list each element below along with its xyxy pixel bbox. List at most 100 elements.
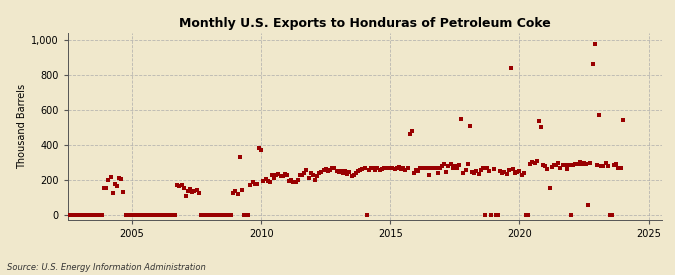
Point	[69, 213, 80, 217]
Point	[53, 213, 64, 217]
Point	[450, 164, 460, 168]
Point	[64, 213, 75, 217]
Point	[193, 191, 204, 195]
Point	[428, 165, 439, 170]
Point	[62, 213, 73, 217]
Point	[60, 213, 71, 217]
Point	[258, 178, 269, 183]
Point	[557, 163, 568, 167]
Point	[99, 186, 109, 190]
Point	[516, 173, 527, 178]
Point	[286, 178, 297, 182]
Point	[480, 213, 491, 217]
Point	[348, 172, 359, 177]
Point	[294, 172, 305, 177]
Point	[124, 213, 135, 217]
Point	[594, 113, 605, 117]
Point	[441, 170, 452, 174]
Point	[598, 164, 609, 168]
Point	[615, 165, 626, 170]
Point	[490, 213, 501, 217]
Point	[260, 177, 271, 181]
Point	[236, 188, 247, 192]
Point	[400, 168, 411, 172]
Point	[325, 168, 335, 172]
Point	[370, 168, 381, 172]
Point	[316, 170, 327, 174]
Point	[305, 170, 316, 175]
Point	[404, 132, 415, 137]
Point	[508, 167, 518, 172]
Point	[230, 189, 241, 193]
Point	[223, 213, 234, 217]
Point	[51, 194, 62, 198]
Point	[161, 213, 172, 217]
Point	[273, 172, 284, 176]
Point	[163, 213, 174, 217]
Point	[570, 162, 580, 166]
Point	[540, 164, 551, 168]
Point	[555, 165, 566, 170]
Point	[249, 182, 260, 186]
Point	[452, 165, 462, 170]
Point	[323, 169, 333, 173]
Point	[187, 190, 198, 194]
Point	[486, 213, 497, 217]
Point	[267, 173, 277, 178]
Point	[533, 119, 544, 123]
Point	[140, 213, 151, 217]
Point	[219, 213, 230, 217]
Point	[435, 166, 446, 171]
Point	[512, 170, 522, 174]
Point	[167, 213, 178, 217]
Point	[529, 161, 540, 165]
Point	[466, 170, 477, 174]
Point	[335, 169, 346, 173]
Point	[198, 213, 209, 217]
Point	[363, 168, 374, 172]
Point	[551, 163, 562, 167]
Point	[432, 170, 443, 175]
Point	[580, 162, 591, 166]
Point	[215, 213, 225, 217]
Point	[103, 178, 114, 183]
Point	[97, 213, 107, 217]
Point	[506, 66, 516, 70]
Point	[609, 163, 620, 167]
Point	[263, 178, 273, 183]
Text: Source: U.S. Energy Information Administration: Source: U.S. Energy Information Administ…	[7, 263, 205, 272]
Point	[180, 193, 191, 198]
Point	[111, 184, 122, 188]
Point	[501, 172, 512, 176]
Point	[387, 166, 398, 171]
Point	[568, 163, 578, 167]
Point	[310, 178, 321, 182]
Point	[495, 169, 506, 173]
Point	[413, 169, 424, 173]
Point	[357, 167, 368, 172]
Point	[448, 165, 458, 170]
Point	[531, 158, 542, 163]
Point	[241, 213, 252, 217]
Point	[277, 174, 288, 178]
Point	[331, 169, 342, 173]
Point	[574, 160, 585, 164]
Point	[411, 168, 422, 172]
Point	[221, 213, 232, 217]
Point	[596, 164, 607, 168]
Point	[228, 191, 239, 195]
Point	[71, 213, 82, 217]
Point	[355, 168, 366, 172]
Point	[379, 165, 389, 170]
Point	[361, 213, 372, 217]
Point	[583, 203, 594, 207]
Point	[232, 192, 243, 196]
Point	[95, 213, 105, 217]
Point	[607, 213, 618, 217]
Point	[327, 165, 338, 170]
Point	[55, 213, 66, 217]
Point	[499, 170, 510, 174]
Point	[138, 213, 148, 217]
Point	[585, 161, 596, 165]
Point	[297, 173, 308, 178]
